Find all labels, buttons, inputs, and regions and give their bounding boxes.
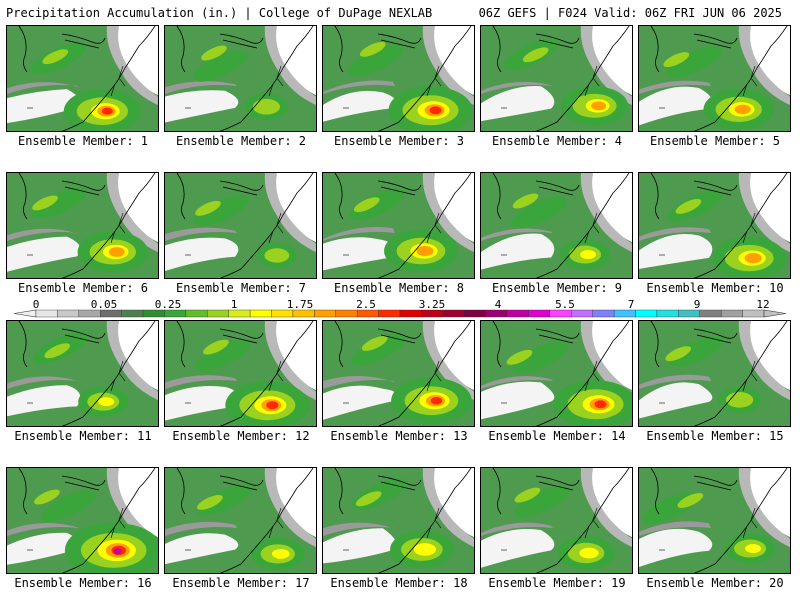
ensemble-map-panel (6, 25, 159, 132)
colorbar-swatch (142, 309, 165, 318)
colorbar-swatch (485, 309, 508, 318)
ensemble-member-label: Ensemble Member: 16 (14, 576, 152, 590)
ensemble-member-label: Ensemble Member: 1 (17, 134, 149, 148)
ensemble-map-panel (164, 172, 317, 279)
ensemble-map-panel (322, 320, 475, 427)
colorbar-swatch (742, 309, 765, 318)
ensemble-member-label: Ensemble Member: 20 (646, 576, 784, 590)
colorbar-tick-label: 0 (32, 298, 40, 311)
ensemble-member-label: Ensemble Member: 9 (491, 281, 623, 295)
ensemble-map-panel (6, 320, 159, 427)
colorbar-swatch (271, 309, 294, 318)
colorbar-swatch (506, 309, 529, 318)
ensemble-map-panel (164, 25, 317, 132)
colorbar-max-arrow (763, 309, 786, 318)
ensemble-map-panel (164, 467, 317, 574)
colorbar-tick-label: 1.75 (286, 298, 314, 311)
ensemble-map-panel (480, 172, 633, 279)
colorbar-swatch (356, 309, 379, 318)
colorbar-swatch (57, 309, 80, 318)
colorbar-swatch (528, 309, 551, 318)
colorbar-swatch (100, 309, 122, 318)
colorbar-swatch (699, 309, 722, 318)
ensemble-map-panel (638, 172, 791, 279)
color-scale-bar (14, 309, 786, 318)
ensemble-member-label: Ensemble Member: 19 (488, 576, 626, 590)
ensemble-map-panel (638, 25, 791, 132)
colorbar-swatch (613, 309, 636, 318)
ensemble-map-panel (164, 320, 317, 427)
ensemble-member-label: Ensemble Member: 18 (330, 576, 468, 590)
colorbar-swatch (249, 309, 272, 318)
ensemble-member-label: Ensemble Member: 10 (646, 281, 784, 295)
ensemble-member-label: Ensemble Member: 8 (333, 281, 465, 295)
ensemble-map-panel (480, 320, 633, 427)
colorbar-swatch (292, 309, 315, 318)
colorbar-tick-label: 1 (230, 298, 238, 311)
colorbar-swatch (678, 309, 700, 318)
colorbar-swatch (121, 309, 144, 318)
chart-title: Precipitation Accumulation (in.) | Colle… (6, 6, 433, 20)
run-info: 06Z GEFS | F024 Valid: 06Z FRI JUN 06 20… (478, 6, 782, 20)
ensemble-member-label: Ensemble Member: 14 (488, 429, 626, 443)
colorbar-swatch (549, 309, 572, 318)
colorbar-min-arrow (14, 309, 37, 318)
colorbar-swatch (571, 309, 593, 318)
colorbar-swatch (378, 309, 401, 318)
colorbar-swatch (164, 309, 187, 318)
ensemble-map-panel (6, 467, 159, 574)
ensemble-member-label: Ensemble Member: 17 (172, 576, 310, 590)
ensemble-member-label: Ensemble Member: 4 (491, 134, 623, 148)
ensemble-map-panel (480, 25, 633, 132)
ensemble-map-panel (322, 172, 475, 279)
ensemble-map-panel (480, 467, 633, 574)
colorbar-swatch (592, 309, 615, 318)
ensemble-member-label: Ensemble Member: 15 (646, 429, 784, 443)
ensemble-member-label: Ensemble Member: 7 (175, 281, 307, 295)
colorbar-tick-label: 9 (693, 298, 701, 311)
ensemble-map-panel (6, 172, 159, 279)
colorbar-tick-label: 4 (494, 298, 502, 311)
colorbar-tick-label: 7 (627, 298, 635, 311)
colorbar-tick-label: 3.25 (418, 298, 446, 311)
colorbar-tick-label: 2.5 (356, 298, 376, 311)
colorbar-swatch (656, 309, 679, 318)
colorbar-swatch (399, 309, 422, 318)
colorbar-tick-label: 0.05 (90, 298, 118, 311)
ensemble-map-panel (638, 320, 791, 427)
ensemble-map-panel (322, 25, 475, 132)
colorbar-tick-label: 0.25 (154, 298, 182, 311)
colorbar-tick-label: 5.5 (555, 298, 575, 311)
colorbar-swatch (35, 309, 58, 318)
colorbar-swatch (442, 309, 465, 318)
ensemble-map-panel (638, 467, 791, 574)
colorbar-swatch (421, 309, 444, 318)
colorbar-swatch (185, 309, 208, 318)
ensemble-member-label: Ensemble Member: 13 (330, 429, 468, 443)
ensemble-member-label: Ensemble Member: 5 (649, 134, 781, 148)
ensemble-member-label: Ensemble Member: 11 (14, 429, 152, 443)
ensemble-member-label: Ensemble Member: 12 (172, 429, 310, 443)
colorbar-swatch (720, 309, 743, 318)
colorbar-tick-label: 12 (756, 298, 770, 311)
ensemble-member-label: Ensemble Member: 2 (175, 134, 307, 148)
colorbar-swatch (207, 309, 229, 318)
ensemble-map-panel (322, 467, 475, 574)
colorbar-swatch (635, 309, 658, 318)
colorbar-swatch (335, 309, 358, 318)
ensemble-member-label: Ensemble Member: 6 (17, 281, 149, 295)
ensemble-member-label: Ensemble Member: 3 (333, 134, 465, 148)
colorbar-swatch (228, 309, 251, 318)
colorbar-swatch (464, 309, 486, 318)
colorbar-swatch (314, 309, 336, 318)
colorbar-swatch (78, 309, 101, 318)
